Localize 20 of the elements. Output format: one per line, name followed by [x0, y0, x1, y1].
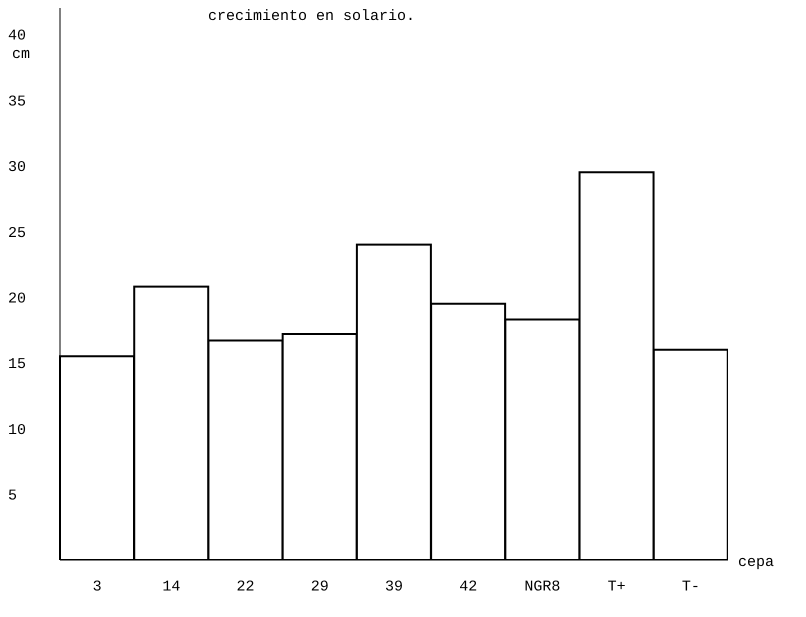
x-tick-label: 3 [92, 578, 102, 596]
y-axis-title: cm [12, 46, 30, 63]
x-tick-label: T+ [608, 578, 626, 596]
y-tick-label: 5 [8, 488, 18, 505]
y-tick-label: 10 [8, 422, 26, 439]
y-tick-label: 20 [8, 290, 26, 308]
x-tick-label: 29 [310, 578, 329, 596]
y-tick-label: 35 [8, 93, 26, 110]
y-tick-label: 25 [8, 224, 26, 242]
x-tick-label: 22 [236, 578, 255, 596]
x-axis-title: cepa [738, 554, 774, 571]
x-tick-label: 39 [384, 578, 404, 596]
x-tick-label: 14 [162, 578, 180, 596]
chart-title: crecimiento en solario. [208, 8, 416, 25]
x-tick-label: T- [682, 578, 700, 596]
y-tick-label: 30 [8, 159, 26, 176]
x-tick-label: NGR8 [524, 578, 560, 596]
y-tick-label: 40 [8, 28, 26, 45]
x-tick-label: 42 [459, 578, 478, 596]
y-tick-label: 15 [8, 356, 26, 374]
